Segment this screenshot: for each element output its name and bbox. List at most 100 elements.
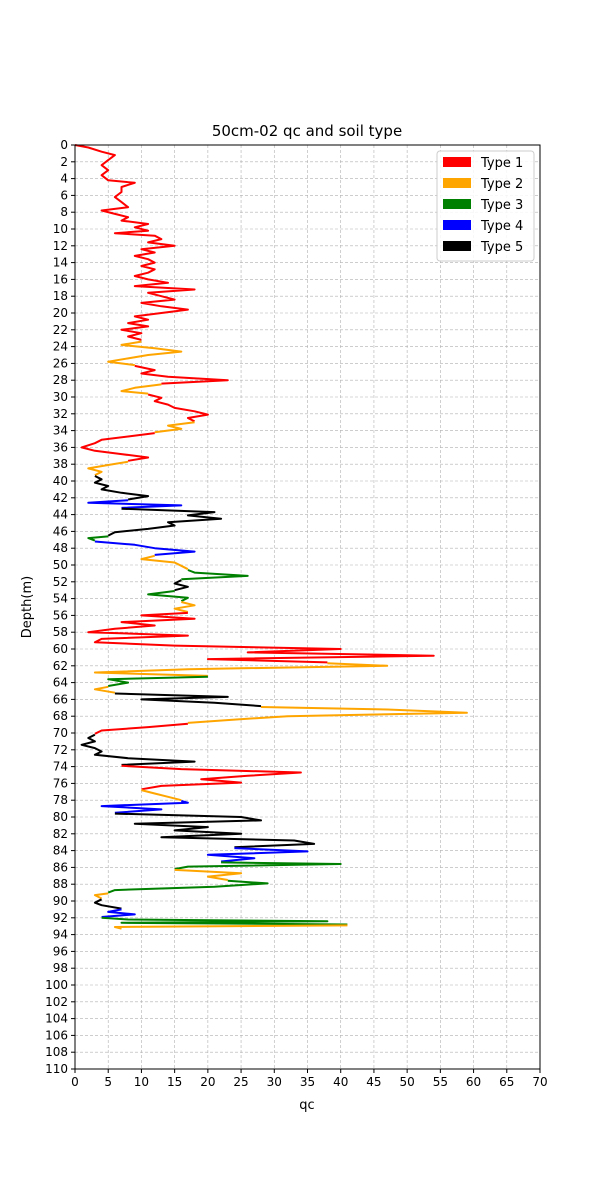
x-tick-label: 15 bbox=[167, 1075, 182, 1089]
y-tick-label: 74 bbox=[53, 760, 68, 774]
qc-series-segment-type-2 bbox=[174, 868, 243, 881]
y-tick-label: 14 bbox=[53, 256, 68, 270]
y-tick-label: 96 bbox=[53, 944, 68, 958]
y-tick-label: 94 bbox=[53, 928, 68, 942]
y-tick-label: 68 bbox=[53, 709, 68, 723]
x-tick-label: 70 bbox=[532, 1075, 547, 1089]
y-tick-label: 108 bbox=[45, 1045, 68, 1059]
data-series bbox=[74, 144, 468, 930]
qc-series-segment-type-2 bbox=[120, 383, 162, 395]
qc-series-segment-type-2 bbox=[93, 892, 109, 900]
x-tick-label: 45 bbox=[366, 1075, 381, 1089]
y-tick-label: 78 bbox=[53, 793, 68, 807]
y-tick-label: 58 bbox=[53, 625, 68, 639]
qc-series-segment-type-2 bbox=[87, 460, 129, 476]
y-tick-label: 2 bbox=[60, 155, 68, 169]
legend-label: Type 1 bbox=[480, 156, 523, 171]
y-tick-label: 56 bbox=[53, 608, 68, 622]
y-axis-label: Depth(m) bbox=[20, 576, 35, 638]
qc-series-segment-type-5 bbox=[80, 733, 196, 766]
y-tick-label: 26 bbox=[53, 356, 68, 370]
qc-series-segment-type-1 bbox=[121, 764, 302, 791]
y-tick-label: 66 bbox=[53, 692, 68, 706]
y-tick-label: 76 bbox=[53, 776, 68, 790]
y-tick-label: 32 bbox=[53, 407, 68, 421]
qc-series-segment-type-4 bbox=[206, 847, 309, 863]
qc-series-segment-type-3 bbox=[107, 675, 208, 687]
y-tick-label: 22 bbox=[53, 323, 68, 337]
y-tick-label: 70 bbox=[53, 726, 68, 740]
y-tick-label: 88 bbox=[53, 877, 68, 891]
legend-label: Type 2 bbox=[480, 177, 523, 192]
qc-series-segment-type-3 bbox=[107, 879, 269, 894]
y-tick-label: 54 bbox=[53, 592, 68, 606]
x-tick-label: 60 bbox=[466, 1075, 481, 1089]
y-tick-label: 98 bbox=[53, 961, 68, 975]
x-tick-label: 35 bbox=[300, 1075, 315, 1089]
y-tick-label: 40 bbox=[53, 474, 68, 488]
y-tick-label: 4 bbox=[60, 172, 68, 186]
y-tick-label: 72 bbox=[53, 743, 68, 757]
x-tick-label: 65 bbox=[499, 1075, 514, 1089]
legend-swatch bbox=[443, 241, 471, 251]
y-tick-label: 8 bbox=[60, 205, 68, 219]
qc-series-segment-type-3 bbox=[147, 590, 189, 602]
y-tick-label: 18 bbox=[53, 289, 68, 303]
y-tick-label: 84 bbox=[53, 844, 68, 858]
qc-series-segment-type-5 bbox=[107, 507, 223, 537]
qc-series-segment-type-5 bbox=[93, 898, 122, 910]
y-tick-label: 42 bbox=[53, 491, 68, 505]
y-tick-label: 38 bbox=[53, 457, 68, 471]
qc-series-segment-type-5 bbox=[173, 579, 189, 592]
legend: Type 1 Type 2 Type 3 Type 4 Type 5 bbox=[436, 150, 535, 262]
qc-series-segment-type-1 bbox=[87, 611, 435, 664]
y-tick-label: 48 bbox=[53, 541, 68, 555]
qc-series-segment-type-5 bbox=[114, 692, 262, 708]
y-tick-label: 10 bbox=[53, 222, 68, 236]
y-tick-label: 36 bbox=[53, 440, 68, 454]
qc-series-segment-type-4 bbox=[94, 540, 196, 556]
qc-series-segment-type-3 bbox=[101, 916, 348, 926]
qc-series-segment-type-2 bbox=[113, 924, 348, 930]
y-tick-label: 50 bbox=[53, 558, 68, 572]
x-tick-label: 30 bbox=[267, 1075, 282, 1089]
qc-series-segment-type-2 bbox=[173, 601, 196, 613]
y-tick-label: 110 bbox=[45, 1062, 68, 1076]
y-tick-label: 34 bbox=[53, 424, 68, 438]
y-tick-label: 80 bbox=[53, 810, 68, 824]
y-tick-label: 46 bbox=[53, 524, 68, 538]
x-tick-label: 40 bbox=[333, 1075, 348, 1089]
qc-series-segment-type-3 bbox=[174, 861, 342, 871]
x-tick-label: 5 bbox=[104, 1075, 112, 1089]
y-tick-label: 100 bbox=[45, 978, 68, 992]
x-tick-label: 55 bbox=[433, 1075, 448, 1089]
y-tick-label: 64 bbox=[53, 676, 68, 690]
qc-series-segment-type-3 bbox=[181, 569, 249, 581]
y-tick-label: 20 bbox=[53, 306, 68, 320]
x-tick-label: 20 bbox=[200, 1075, 215, 1089]
x-tick-label: 0 bbox=[71, 1075, 79, 1089]
legend-label: Type 3 bbox=[480, 198, 523, 213]
qc-series-segment-type-4 bbox=[101, 908, 136, 918]
legend-swatch bbox=[443, 178, 471, 188]
qc-series-segment-type-3 bbox=[87, 535, 109, 542]
qc-series-segment-type-5 bbox=[93, 475, 150, 501]
y-tick-label: 92 bbox=[53, 911, 68, 925]
qc-series-segment-type-5 bbox=[114, 812, 316, 849]
qc-series-segment-type-1 bbox=[147, 393, 209, 423]
qc-series-segment-type-2 bbox=[187, 706, 468, 724]
chart-title: 50cm-02 qc and soil type bbox=[212, 122, 402, 140]
legend-label: Type 4 bbox=[480, 219, 523, 234]
y-tick-label: 106 bbox=[45, 1028, 68, 1042]
legend-swatch bbox=[443, 157, 471, 167]
qc-series-segment-type-2 bbox=[154, 421, 195, 434]
qc-series-segment-type-1 bbox=[80, 432, 155, 462]
y-tick-label: 24 bbox=[53, 340, 68, 354]
qc-series-segment-type-4 bbox=[87, 499, 183, 509]
y-tick-label: 0 bbox=[60, 138, 68, 152]
qc-series-segment-type-1 bbox=[134, 364, 229, 385]
y-tick-label: 52 bbox=[53, 575, 68, 589]
y-tick-label: 16 bbox=[53, 272, 68, 286]
qc-series-segment-type-2 bbox=[93, 685, 116, 694]
